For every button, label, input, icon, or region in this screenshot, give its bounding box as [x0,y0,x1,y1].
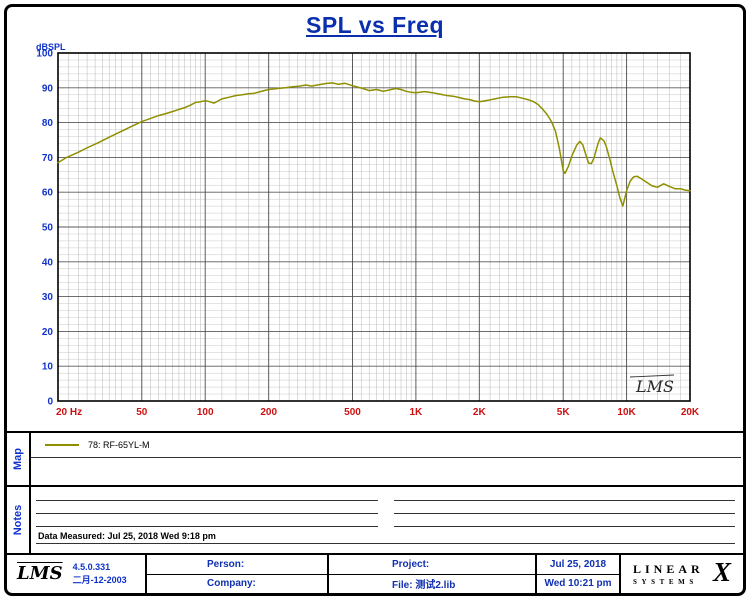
notes-bottom-rule [36,543,735,544]
time-row: Wed 10:21 pm [537,575,619,594]
note-line [36,488,378,501]
company-label: Company: [207,578,256,590]
svg-text:20K: 20K [681,407,700,418]
app-version: 4.5.0.331 [72,561,111,572]
svg-text:90: 90 [42,83,54,94]
chart-section: SPL vs Freq LMS dBSPL 0 10 20 30 40 50 60 70 80 90 1… [7,7,743,433]
chart-title: SPL vs Freq [305,12,445,38]
svg-text:5K: 5K [557,407,571,418]
svg-text:20: 20 [42,327,54,338]
svg-text:30: 30 [42,292,54,303]
note-line [36,514,378,527]
svg-text:LMS: LMS [635,377,674,396]
person-row: Person: [147,555,327,575]
spl-frequency-plot: LMS dBSPL 0 10 20 30 40 50 60 70 80 90 100 20 Hz 50 100… [36,42,700,418]
svg-text:60: 60 [42,188,54,199]
svg-text:20 Hz: 20 Hz [56,407,82,418]
project-stack: Project: File: 测试2.lib [329,555,535,593]
report-frame: SPL vs Freq LMS dBSPL 0 10 20 30 40 50 60 70 80 90 1… [4,4,746,596]
file-label: File: 测试2.lib [392,580,456,592]
file-row: File: 测试2.lib [329,575,535,594]
svg-text:10: 10 [42,362,54,373]
notes-section: Notes Data Measured: Jul 25, 2018 Wed 9:… [7,487,743,555]
map-section: Map 78: RF-65YL-M [7,433,743,487]
project-label: Project: [392,558,430,570]
note-line [36,501,378,514]
map-side-label: Map [7,433,31,485]
data-measured-text: Data Measured: Jul 25, 2018 Wed 9:18 pm [38,531,216,541]
notes-label: Notes [12,504,24,536]
svg-text:100: 100 [197,407,214,418]
svg-text:500: 500 [344,407,361,418]
svg-text:2K: 2K [473,407,487,418]
legend-line-swatch [45,444,79,446]
legend-label: 78: RF-65YL-M [88,440,150,450]
measure-time: Wed 10:21 pm [544,578,612,590]
footer-project-cell: Project: File: 测试2.lib [329,555,537,593]
measure-date: Jul 25, 2018 [549,558,607,570]
version-block: 4.5.0.331 二月-12-2003 [73,561,127,587]
svg-text:40: 40 [42,257,54,268]
brand-linear-text: LINEAR [633,562,704,576]
svg-text:0: 0 [47,397,53,408]
svg-text:50: 50 [42,223,54,234]
app-version-date: 二月-12-2003 [72,575,127,585]
svg-text:1K: 1K [410,407,424,418]
svg-text:200: 200 [260,407,277,418]
footer-logo-cell: LMS 4.5.0.331 二月-12-2003 [7,555,147,593]
person-label: Person: [207,558,245,570]
map-content: 78: RF-65YL-M [31,433,743,485]
linearx-logo: LINEAR SYSTEMS X [621,555,743,593]
note-line [393,514,735,527]
company-row: Company: [147,575,327,594]
svg-text:dBSPL: dBSPL [36,42,66,52]
svg-text:80: 80 [42,118,54,129]
notes-side-label: Notes [7,487,31,553]
notes-ruled-lines [31,488,743,527]
notes-content: Data Measured: Jul 25, 2018 Wed 9:18 pm [31,487,743,553]
datetime-stack: Jul 25, 2018 Wed 10:21 pm [537,555,619,593]
footer-person-cell: Person: Company: [147,555,329,593]
brand-x-glyph: X [712,556,731,587]
svg-text:10K: 10K [617,407,636,418]
svg-text:70: 70 [42,153,54,164]
person-stack: Person: Company: [147,555,327,593]
footer-datetime-cell: Jul 25, 2018 Wed 10:21 pm [537,555,621,593]
legend-row: 78: RF-65YL-M [31,433,741,458]
note-line [393,501,735,514]
footer: LMS 4.5.0.331 二月-12-2003 Person: Company… [7,555,743,593]
lms-logo: LMS [17,563,63,584]
project-row: Project: [329,555,535,575]
svg-text:50: 50 [136,407,148,418]
brand-systems-text: SYSTEMS [633,578,698,586]
svg-text:100: 100 [36,49,53,60]
map-label: Map [12,448,24,470]
note-line [393,488,735,501]
date-row: Jul 25, 2018 [537,555,619,575]
